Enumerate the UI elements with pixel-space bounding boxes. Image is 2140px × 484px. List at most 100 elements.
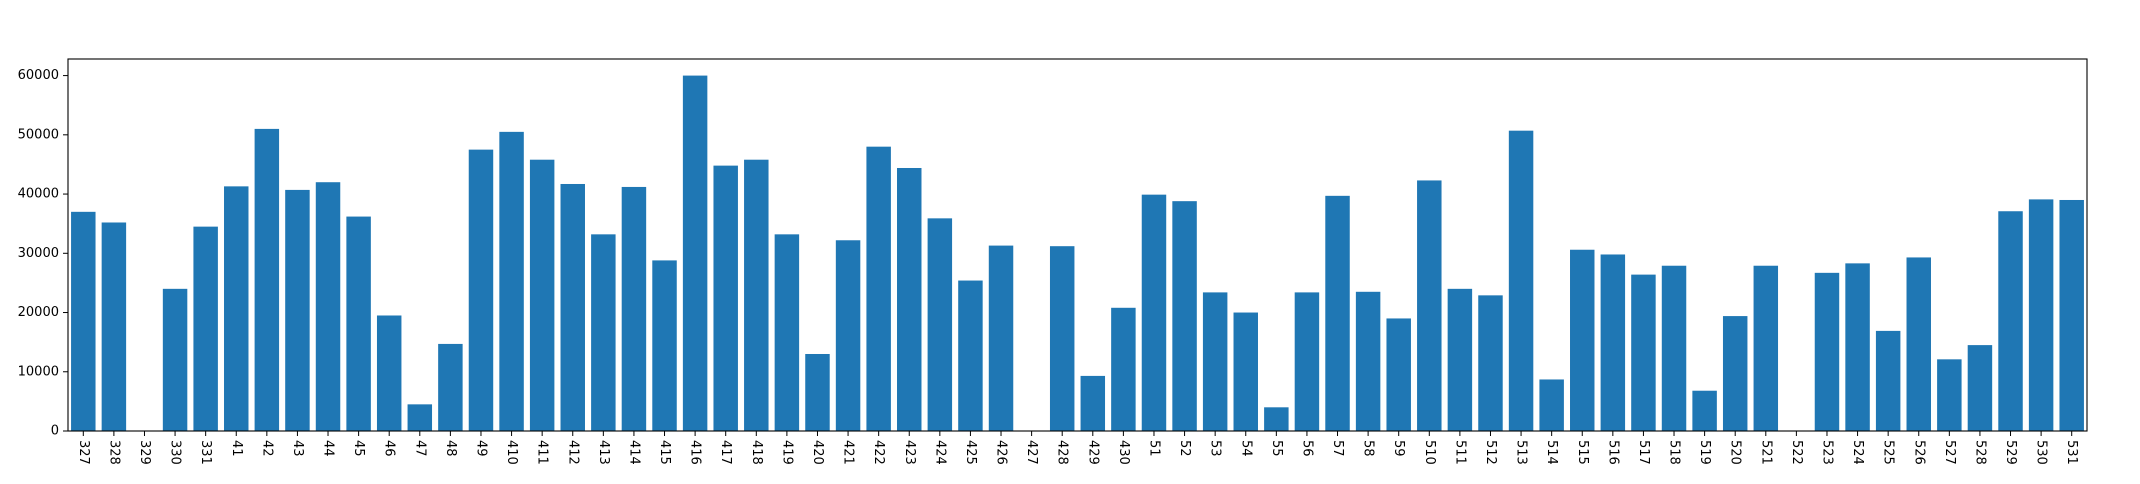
- bar-59: [1386, 318, 1411, 431]
- x-tick-label: 519: [1697, 440, 1712, 465]
- bar-415: [652, 260, 677, 431]
- bar-422: [866, 146, 891, 431]
- y-tick-label: 0: [51, 424, 59, 439]
- x-tick-label: 517: [1636, 440, 1651, 465]
- bar-420: [805, 353, 830, 431]
- bar-51: [1141, 194, 1167, 431]
- x-tick-label: 424: [932, 440, 947, 465]
- bar-531: [2059, 199, 2084, 431]
- x-tick-label: 425: [963, 440, 978, 465]
- bar-527: [1937, 359, 1962, 431]
- bar-419: [774, 234, 800, 431]
- bar-48: [438, 343, 463, 431]
- x-tick-label: 410: [504, 440, 519, 465]
- bar-421: [835, 240, 861, 431]
- bar-515: [1570, 249, 1595, 431]
- x-tick-label: 59: [1391, 440, 1406, 457]
- bar-428: [1049, 246, 1075, 431]
- x-tick-label: 525: [1881, 440, 1896, 465]
- x-tick-label: 531: [2064, 440, 2079, 465]
- bar-514: [1539, 379, 1564, 431]
- bar-416: [682, 75, 708, 431]
- bar-327: [71, 211, 96, 431]
- x-axis: 327 328 329 330 331 41 42 43 44 45 46 47 48 49 410 411 4…: [76, 431, 2079, 465]
- bar-512: [1478, 295, 1503, 431]
- bar-44: [315, 182, 341, 431]
- x-tick-label: 327: [76, 440, 91, 465]
- y-tick-label: 50000: [18, 127, 59, 142]
- bar-55: [1264, 407, 1289, 431]
- x-tick-label: 51: [1146, 440, 1161, 457]
- bar-511: [1447, 288, 1473, 431]
- bar-520: [1722, 316, 1748, 431]
- x-tick-label: 48: [443, 440, 458, 457]
- x-tick-label: 416: [688, 440, 703, 465]
- bar-53: [1202, 292, 1228, 431]
- bars-group: [71, 75, 2084, 432]
- x-tick-label: 512: [1483, 440, 1498, 465]
- x-tick-label: 520: [1728, 440, 1743, 465]
- bar-524: [1845, 263, 1870, 431]
- bar-530: [2028, 199, 2054, 431]
- x-tick-label: 529: [2003, 440, 2018, 465]
- bar-426: [988, 245, 1014, 431]
- bar-523: [1814, 272, 1840, 431]
- x-tick-label: 41: [229, 440, 244, 457]
- x-tick-label: 526: [1911, 440, 1926, 465]
- x-tick-label: 414: [626, 440, 641, 465]
- bar-513: [1508, 130, 1534, 431]
- x-tick-label: 421: [841, 440, 856, 465]
- x-tick-label: 329: [137, 440, 152, 465]
- x-tick-label: 53: [1208, 440, 1223, 457]
- bar-413: [591, 234, 616, 431]
- x-tick-label: 427: [1024, 440, 1039, 465]
- x-tick-label: 528: [1972, 440, 1987, 465]
- x-tick-label: 45: [351, 440, 366, 457]
- x-tick-label: 516: [1605, 440, 1620, 465]
- bar-54: [1233, 312, 1258, 431]
- x-tick-label: 518: [1667, 440, 1682, 465]
- x-tick-label: 524: [1850, 440, 1865, 465]
- bar-43: [285, 189, 310, 431]
- x-tick-label: 511: [1452, 440, 1467, 465]
- bar-410: [499, 131, 524, 432]
- x-tick-label: 415: [657, 440, 672, 465]
- bar-57: [1325, 195, 1350, 431]
- y-axis: 0 10000 20000 30000 40000 50000 60000: [18, 68, 68, 439]
- x-tick-label: 46: [382, 440, 397, 457]
- x-tick-label: 418: [749, 440, 764, 465]
- x-tick-label: 428: [1055, 440, 1070, 465]
- bar-425: [958, 280, 983, 431]
- x-tick-label: 55: [1269, 440, 1284, 457]
- bar-519: [1692, 390, 1717, 431]
- bar-411: [529, 159, 555, 432]
- x-tick-label: 330: [168, 440, 183, 465]
- y-tick-label: 60000: [18, 68, 59, 83]
- x-tick-label: 42: [259, 440, 274, 457]
- x-tick-label: 523: [1819, 440, 1834, 465]
- x-tick-label: 515: [1575, 440, 1590, 465]
- bar-517: [1631, 274, 1656, 431]
- bar-430: [1111, 307, 1136, 431]
- x-tick-label: 423: [902, 440, 917, 465]
- bar-331: [193, 226, 218, 431]
- x-tick-label: 514: [1544, 440, 1559, 465]
- bar-521: [1753, 265, 1779, 431]
- x-tick-label: 54: [1238, 440, 1253, 457]
- x-tick-label: 420: [810, 440, 825, 465]
- plot-frame: [67, 58, 2088, 432]
- bar-41: [224, 186, 249, 431]
- x-tick-label: 413: [596, 440, 611, 465]
- bar-42: [254, 128, 280, 432]
- bar-45: [346, 216, 371, 431]
- x-tick-label: 47: [412, 440, 427, 457]
- bar-528: [1967, 345, 1993, 431]
- bar-330: [162, 288, 188, 431]
- x-tick-label: 49: [473, 440, 488, 457]
- bar-412: [560, 183, 585, 431]
- x-tick-label: 429: [1085, 440, 1100, 465]
- x-tick-label: 52: [1177, 440, 1192, 457]
- bar-56: [1294, 292, 1320, 431]
- bar-418: [744, 159, 769, 432]
